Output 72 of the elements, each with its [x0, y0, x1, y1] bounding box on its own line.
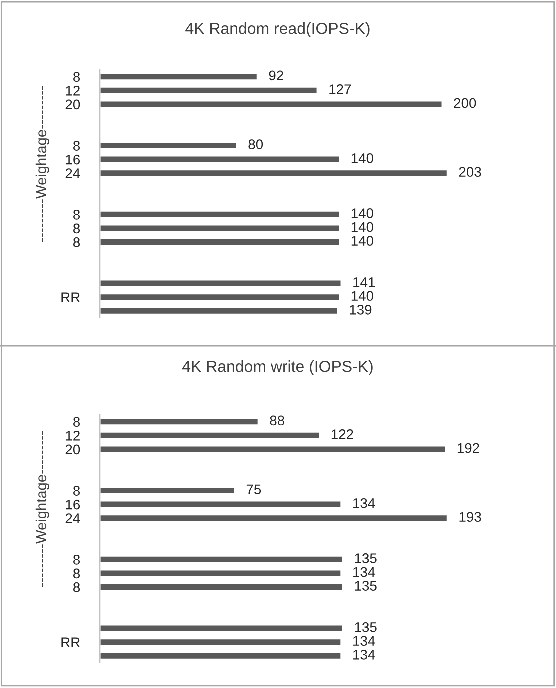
bar — [100, 142, 238, 150]
data-label: 134 — [354, 567, 376, 578]
y-tick-label: RR — [62, 292, 80, 302]
data-label: 135 — [355, 554, 377, 564]
data-label: 92 — [269, 70, 284, 81]
data-label: 135 — [355, 622, 377, 632]
bar — [100, 169, 448, 178]
data-label: 192 — [458, 443, 480, 454]
data-label: 203 — [459, 167, 482, 178]
bar — [100, 279, 342, 288]
y-tick-label: 8 — [74, 238, 80, 248]
y-tick-label: 12 — [66, 431, 80, 441]
y-tick-label: 20 — [66, 444, 80, 455]
bar — [100, 210, 340, 219]
bar — [100, 86, 318, 95]
bar — [100, 514, 448, 522]
bar — [100, 500, 342, 509]
bar — [100, 569, 342, 578]
y-tick-label: 8 — [74, 417, 80, 428]
data-label: 134 — [354, 636, 376, 646]
data-label: 141 — [354, 278, 376, 288]
data-label: 75 — [246, 484, 262, 495]
data-label: 193 — [460, 512, 482, 522]
bar — [100, 583, 344, 592]
y-tick-label: 8 — [74, 582, 80, 592]
data-label: 140 — [352, 153, 374, 164]
bar — [100, 155, 340, 164]
y-tick-label: 8 — [74, 224, 80, 234]
y-tick-label: 16 — [66, 500, 80, 510]
data-label: 127 — [330, 84, 352, 94]
y-tick-label: 8 — [74, 555, 80, 565]
y-tick-label: 24 — [66, 168, 80, 178]
data-label: 135 — [355, 581, 377, 591]
bar — [100, 293, 340, 302]
bar — [100, 224, 340, 233]
chart-title: 4K Random write (IOPS-K) — [182, 360, 373, 376]
data-label: 139 — [350, 305, 372, 315]
data-label: 88 — [270, 416, 284, 426]
y-tick-label: 8 — [74, 568, 80, 579]
data-label: 80 — [248, 140, 264, 150]
data-label: 140 — [352, 291, 374, 302]
data-label: 134 — [354, 650, 376, 660]
bar — [100, 638, 342, 646]
bar — [100, 72, 258, 82]
data-label: 134 — [354, 498, 376, 508]
data-label: 140 — [352, 222, 374, 232]
bar — [100, 418, 260, 426]
bar — [100, 445, 446, 454]
bar — [100, 556, 344, 564]
y-axis-title: ---------Weightage--------- — [36, 86, 50, 242]
y-axis-title: ---------Weightage--------- — [36, 431, 50, 588]
bar — [100, 100, 444, 109]
data-label: 200 — [454, 98, 476, 108]
y-tick-label: 12 — [66, 86, 80, 96]
y-tick-label: 16 — [66, 154, 80, 165]
y-tick-label: RR — [62, 638, 80, 648]
data-label: 140 — [352, 208, 374, 218]
data-label: 140 — [352, 236, 374, 246]
y-tick-label: 8 — [74, 486, 80, 496]
bar — [100, 486, 236, 495]
bar — [100, 238, 340, 246]
y-tick-label: 8 — [74, 141, 80, 151]
bar — [100, 306, 339, 316]
y-tick-label: 8 — [74, 72, 80, 82]
bar — [100, 432, 320, 440]
y-tick-label: 24 — [66, 514, 80, 524]
data-label: 122 — [332, 430, 354, 440]
bar — [100, 652, 342, 660]
chart-title: 4K Random read(IOPS-K) — [186, 22, 370, 38]
y-tick-label: 20 — [66, 100, 80, 110]
bar — [100, 624, 344, 633]
y-tick-label: 8 — [74, 210, 80, 220]
